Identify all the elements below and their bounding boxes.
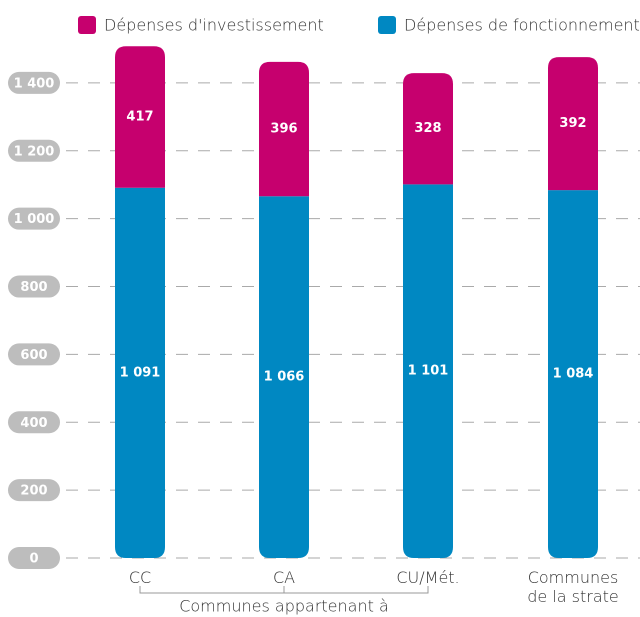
- y-tick-label: 1 200: [14, 144, 55, 159]
- legend-label: Dépenses de fonctionnement: [404, 16, 640, 35]
- bar-segment: [115, 46, 165, 188]
- y-tick-pill: [8, 479, 60, 502]
- y-tick-pill: [8, 547, 60, 569]
- x-tick-label: CA: [272, 568, 296, 587]
- y-tick-pill: [8, 207, 60, 230]
- y-tick-label: 600: [20, 348, 47, 363]
- value-label: 392: [559, 116, 586, 131]
- y-tick-label: 200: [20, 484, 47, 499]
- bar-segment: [403, 184, 453, 559]
- y-tick-pill: [8, 275, 60, 298]
- value-label: 1 101: [408, 364, 449, 379]
- y-tick-pill: [8, 139, 60, 162]
- x-tick-label: CC: [128, 568, 152, 587]
- bracket: [139, 586, 429, 594]
- value-label: 1 084: [553, 367, 594, 382]
- y-tick-label: 400: [20, 416, 47, 431]
- bar-segment: [548, 190, 598, 559]
- bar-segment: [548, 57, 598, 191]
- bar-segment: [259, 196, 309, 558]
- legend-label: Dépenses d'investissement: [104, 16, 324, 35]
- y-tick-label: 1 000: [14, 212, 55, 227]
- bar-segment: [403, 73, 453, 185]
- y-tick-label: 1 400: [14, 76, 55, 91]
- value-label: 1 091: [120, 365, 161, 380]
- y-tick-pill: [8, 411, 60, 434]
- value-label: 396: [270, 122, 297, 137]
- y-tick-pill: [8, 343, 60, 366]
- y-tick-label: 0: [29, 552, 38, 567]
- value-label: 328: [414, 121, 441, 136]
- bar-segment: [115, 187, 165, 558]
- legend-swatch: [378, 16, 396, 34]
- value-label: 1 066: [264, 370, 305, 385]
- x-tick-label: CU/Mét.: [396, 568, 460, 587]
- legend-swatch: [78, 16, 96, 34]
- annotation: Communes appartenant à: [179, 597, 389, 616]
- bar-segment: [259, 61, 309, 197]
- y-tick-pill: [8, 71, 60, 94]
- x-tick-label: Communes de la strate: [527, 568, 619, 606]
- y-tick-label: 800: [20, 280, 47, 295]
- value-label: 417: [126, 110, 153, 125]
